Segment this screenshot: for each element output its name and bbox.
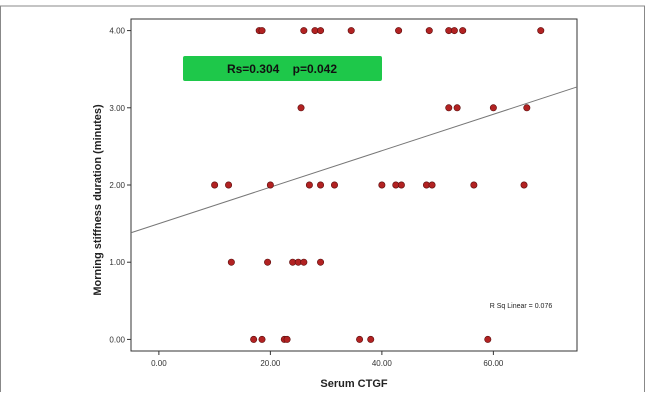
- correlation-annotation: Rs=0.304 p=0.042: [227, 62, 337, 76]
- data-point: [211, 181, 219, 189]
- data-point: [470, 181, 478, 189]
- y-tick-label: 0.00: [109, 335, 125, 344]
- y-tick-label: 2.00: [109, 181, 125, 190]
- data-point: [266, 181, 274, 189]
- y-tick-label: 3.00: [109, 104, 125, 113]
- data-point: [317, 27, 325, 35]
- data-point: [227, 258, 235, 266]
- data-point: [283, 335, 291, 343]
- data-point: [300, 258, 308, 266]
- data-point: [428, 181, 436, 189]
- fit-line-layer: [130, 86, 578, 234]
- data-point: [317, 258, 325, 266]
- x-axis-title: Serum CTGF: [320, 378, 388, 390]
- data-point: [397, 181, 405, 189]
- x-tick-label: 60.00: [483, 359, 504, 368]
- data-point: [225, 181, 233, 189]
- axis-ticks: 0.00 20.00 40.00 60.00 0.00 1.00 2.00 3.00 4.00: [109, 27, 504, 368]
- data-point: [305, 181, 313, 189]
- data-point: [258, 27, 266, 35]
- fit-line: [130, 86, 578, 234]
- r-sq-label: R Sq Linear = 0.076: [490, 303, 553, 310]
- data-point: [367, 335, 375, 343]
- data-point: [330, 181, 338, 189]
- data-point: [264, 258, 272, 266]
- y-axis-title: Morning stiffness duration (minutes): [92, 104, 104, 296]
- y-tick-label: 4.00: [109, 27, 125, 36]
- data-point: [297, 104, 305, 112]
- x-tick-label: 40.00: [372, 359, 393, 368]
- data-point: [378, 181, 386, 189]
- data-point: [537, 27, 545, 35]
- data-point: [450, 27, 458, 35]
- data-points: [211, 27, 545, 343]
- data-point: [489, 104, 497, 112]
- correlation-annotation-box: [183, 56, 382, 81]
- data-point: [520, 181, 528, 189]
- data-point: [453, 104, 461, 112]
- data-point: [347, 27, 355, 35]
- data-point: [258, 335, 266, 343]
- data-point: [356, 335, 364, 343]
- data-point: [459, 27, 467, 35]
- data-point: [300, 27, 308, 35]
- y-tick-label: 1.00: [109, 258, 125, 267]
- data-point: [317, 181, 325, 189]
- data-point: [523, 104, 531, 112]
- data-point: [484, 335, 492, 343]
- x-tick-label: 20.00: [260, 359, 281, 368]
- data-point: [250, 335, 258, 343]
- x-tick-label: 0.00: [151, 359, 167, 368]
- data-point: [445, 104, 453, 112]
- data-point: [395, 27, 403, 35]
- data-point: [425, 27, 433, 35]
